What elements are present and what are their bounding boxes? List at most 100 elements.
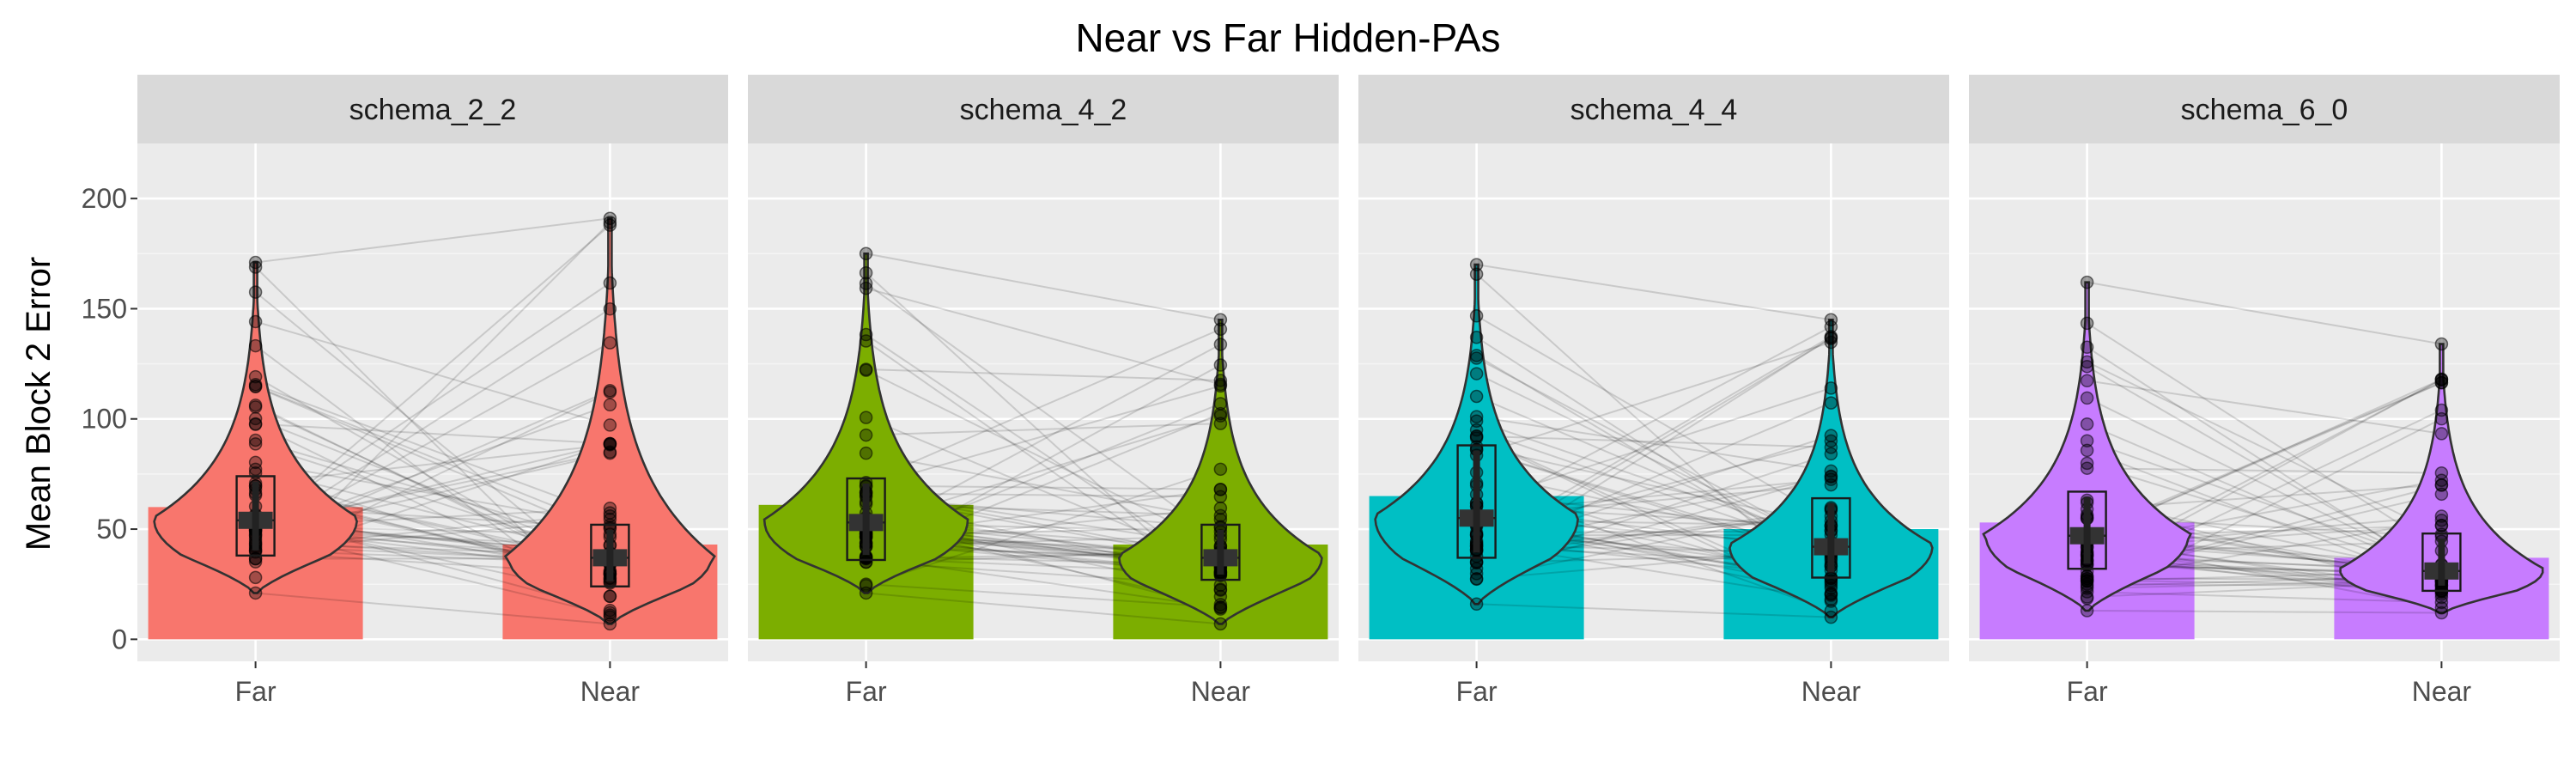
x-tick-label-near: Near [580,676,641,707]
data-point [1824,441,1838,454]
data-point [2080,391,2094,405]
data-point [1213,313,1228,327]
data-point [248,555,263,569]
data-point [603,211,617,225]
data-point [1213,409,1228,423]
facet-strip [748,75,1339,143]
data-point [859,555,873,569]
data-point [1213,338,1228,351]
data-point [1469,258,1484,271]
data-point [1469,410,1484,423]
data-point [1824,320,1838,334]
data-point [248,260,263,274]
data-point [603,398,617,412]
data-point [1469,330,1484,344]
x-tick-label-far: Far [1456,676,1498,707]
paired-line [866,287,1221,386]
data-point [2080,374,2094,388]
data-point [2434,509,2449,523]
data-point [603,418,617,432]
data-point [248,338,263,353]
data-point [859,265,873,280]
paired-line [255,423,611,445]
y-tick-label-100: 100 [82,404,127,435]
data-point [2080,417,2094,431]
data-point [2434,473,2449,488]
data-point [2080,275,2094,289]
data-point [1213,602,1228,616]
data-point [1213,617,1228,631]
boxplot-near [1200,523,1241,581]
data-point [1824,313,1838,327]
data-point [859,247,873,261]
paired-line [2087,361,2442,536]
paired-line [1476,416,1832,472]
data-point [603,608,617,622]
data-point [603,502,617,515]
data-point [859,363,873,377]
violin-far [153,261,358,594]
y-tick-label-150: 150 [82,293,127,324]
facet-strip-label: schema_4_2 [960,94,1127,126]
data-point [1824,581,1838,595]
data-point [603,276,617,290]
paired-line [866,283,1221,540]
data-point [1213,322,1228,337]
data-point [248,570,263,585]
paired-line [866,253,1221,321]
data-point [2080,340,2094,354]
paired-line [866,368,1221,381]
data-point [603,336,617,350]
points-near [1213,313,1228,631]
data-point [859,577,873,591]
data-point [2080,434,2094,447]
facet-panel-schema_2_2: schema_2_2 Far Near [137,75,728,707]
x-tick-label-far: Far [846,676,887,707]
data-point [859,428,873,442]
paired-line [1476,603,1832,618]
data-point [2434,466,2449,480]
points-far [2080,275,2094,618]
data-point [248,314,263,329]
paired-line [866,328,1221,484]
data-point [1469,389,1484,404]
data-point [1469,267,1484,282]
data-point [859,411,873,424]
data-point [2434,595,2449,610]
facet-panel-schema_4_2: schema_4_2 Far Near [748,75,1339,707]
paired-line [1476,314,1832,522]
data-point [248,255,263,270]
data-point [1824,381,1838,395]
data-point [1213,578,1228,593]
data-point [1213,483,1228,496]
data-point [1824,478,1838,492]
data-point [603,445,617,460]
paired-line [866,583,1221,608]
data-point [2080,571,2094,586]
violin-far [1374,263,1579,606]
data-point [1213,374,1228,387]
paired-line [255,383,611,517]
data-point [2434,519,2449,533]
violin-near [1728,319,1934,618]
data-point [603,301,617,316]
data-point [1213,397,1228,411]
data-point [1824,331,1838,344]
data-point [1469,351,1484,365]
paired-line [255,320,611,426]
data-point [859,281,873,295]
data-point [1824,396,1838,410]
data-point [859,277,873,290]
data-point [603,385,617,399]
data-point [859,446,873,460]
data-point [1213,589,1228,604]
data-point [248,455,263,470]
paired-line [866,468,1221,587]
boxplot-near [2421,532,2462,593]
data-point [248,433,263,447]
boxplot-far [235,475,276,557]
x-tick-label-near: Near [2412,676,2472,707]
paired-line [866,452,1221,520]
data-point [2080,604,2094,618]
